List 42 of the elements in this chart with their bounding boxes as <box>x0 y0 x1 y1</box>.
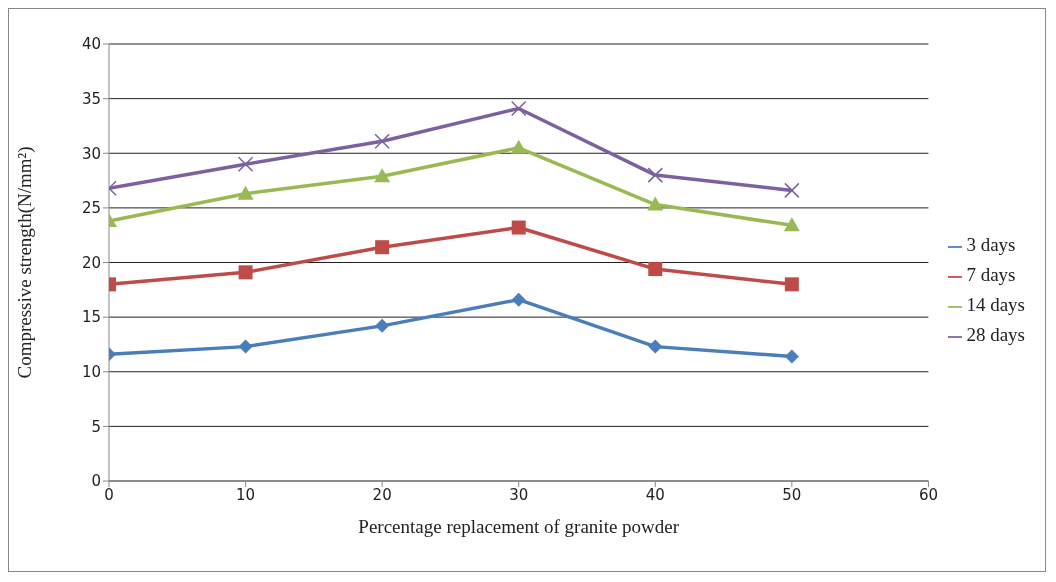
point <box>647 167 664 183</box>
legend-label: 14 days <box>966 294 1025 315</box>
point <box>375 240 390 255</box>
point <box>237 185 254 200</box>
legend-label: 3 days <box>966 234 1016 255</box>
point <box>238 339 253 354</box>
x-tick-label: 50 <box>782 485 802 504</box>
y-tick-label: 5 <box>91 417 101 436</box>
point <box>647 196 664 211</box>
x-tick-label: 10 <box>236 485 256 504</box>
y-axis-title: Compressive strength(N/mm²) <box>13 146 36 379</box>
y-tick-label: 20 <box>81 253 101 272</box>
y-tick-label: 40 <box>81 35 101 54</box>
y-tick-label: 10 <box>81 363 101 382</box>
y-tick-label: 25 <box>81 199 101 218</box>
point <box>511 220 526 235</box>
x-axis-title: Percentage replacement of granite powder <box>358 516 680 537</box>
point <box>237 156 254 172</box>
point <box>374 168 391 183</box>
x-tick-label: 60 <box>918 485 938 504</box>
point <box>375 318 390 333</box>
x-tick-label: 40 <box>645 485 665 504</box>
point <box>784 349 799 364</box>
point <box>374 133 390 149</box>
point <box>784 277 799 292</box>
point <box>648 262 663 277</box>
point <box>784 182 800 199</box>
legend-label: 7 days <box>966 264 1016 285</box>
point <box>238 265 253 280</box>
y-tick-label: 0 <box>91 472 101 491</box>
point <box>510 100 527 117</box>
legend-label: 28 days <box>966 324 1025 345</box>
point <box>783 217 800 232</box>
x-tick-label: 30 <box>509 485 529 504</box>
y-tick-label: 35 <box>81 89 101 108</box>
x-tick-label: 20 <box>372 485 392 504</box>
point <box>511 292 526 307</box>
point <box>648 339 663 354</box>
point <box>510 139 527 154</box>
y-tick-label: 15 <box>81 308 101 327</box>
y-tick-label: 30 <box>81 144 101 163</box>
x-tick-label: 0 <box>104 485 114 504</box>
